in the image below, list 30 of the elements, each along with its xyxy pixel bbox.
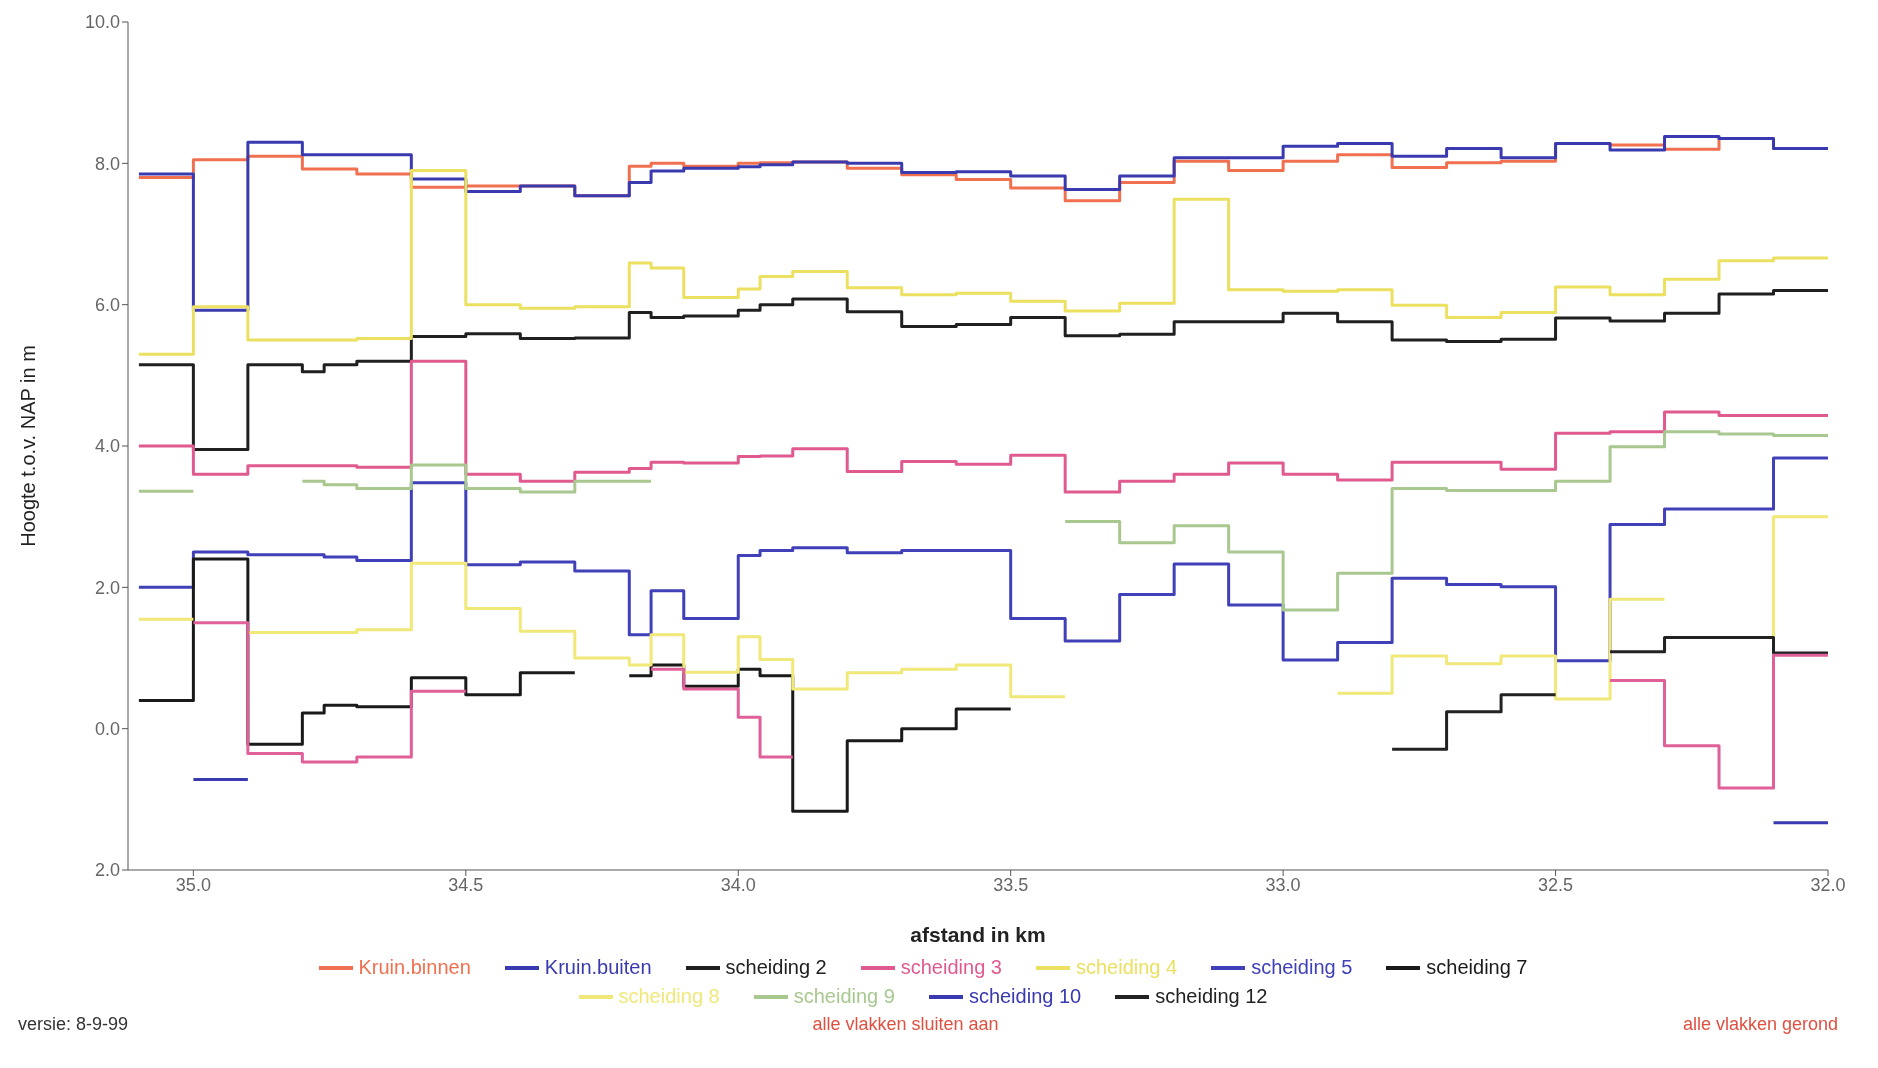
y-tick-label: 6.0 [94,295,120,316]
legend-label: Kruin.binnen [357,956,471,979]
x-tick-label: 33.0 [1265,874,1301,895]
x-tick-label: 34.5 [448,874,484,895]
legend-label: scheiding 8 [617,985,720,1008]
x-tick-label: 32.5 [1538,874,1574,895]
x-tick-label: 34.0 [720,874,756,895]
y-tick-label: 0.0 [94,719,120,740]
legend-label: scheiding 4 [1074,956,1178,979]
y-tick-label: 10.0 [84,12,120,33]
y-tick-label: 4.0 [94,436,120,457]
x-tick-label: 32.0 [1810,874,1846,895]
legend-label: Kruin.buiten [543,956,652,979]
y-tick-label: 2.0 [94,577,120,598]
x-tick-label: 35.0 [175,874,211,895]
legend-label: scheiding 5 [1250,956,1353,979]
legend-label: scheiding 9 [792,985,895,1008]
x-axis-title: afstand in km [910,923,1046,946]
legend-label: scheiding 10 [967,985,1082,1008]
legend-label: scheiding 3 [899,956,1002,979]
y-tick-label: 2.0 [94,860,120,881]
legend-label: scheiding 12 [1154,985,1268,1008]
y-tick-label: 8.0 [94,153,120,174]
legend-label: scheiding 2 [724,956,827,979]
text: alle vlakken sluiten aan [812,1014,999,1035]
text: versie: 8-9-99 [18,1014,129,1035]
text: alle vlakken gerond [1682,1014,1838,1035]
legend-label: scheiding 7 [1425,956,1528,979]
y-axis-title: Hoogte t.o.v. NAP in m [17,345,40,547]
x-tick-label: 33.5 [993,874,1029,895]
